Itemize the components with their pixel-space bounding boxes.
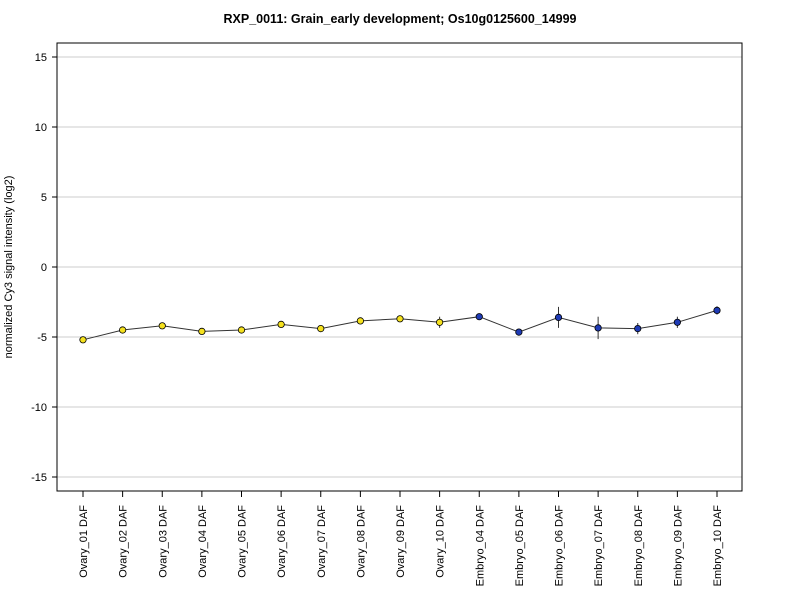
y-tick-label: -5	[37, 332, 47, 344]
x-tick-label: Ovary_05 DAF	[237, 505, 249, 578]
data-point	[119, 326, 127, 334]
x-tick-label: Ovary_02 DAF	[118, 505, 130, 578]
x-tick-label: Ovary_07 DAF	[316, 505, 328, 578]
x-tick-label: Embryo_04 DAF	[474, 505, 486, 587]
x-tick-label: Ovary_03 DAF	[157, 505, 169, 578]
data-point	[594, 324, 602, 332]
x-tick-label: Ovary_04 DAF	[197, 505, 209, 578]
data-point	[396, 315, 404, 323]
y-tick-label: -10	[31, 402, 47, 414]
x-tick-label: Ovary_09 DAF	[395, 505, 407, 578]
data-point	[436, 318, 444, 326]
x-tick-label: Embryo_09 DAF	[672, 505, 684, 587]
x-tick-label: Embryo_05 DAF	[514, 505, 526, 587]
data-point	[277, 320, 285, 328]
data-point	[237, 326, 246, 334]
series-polyline	[82, 309, 718, 341]
x-tick-label: Embryo_08 DAF	[633, 505, 645, 587]
data-point	[158, 322, 166, 330]
x-tick-label: Ovary_10 DAF	[435, 505, 447, 578]
x-tick-label: Ovary_06 DAF	[276, 505, 288, 578]
data-point	[673, 318, 681, 326]
y-axis: -15 -10 -5 0 5 10 15	[31, 52, 57, 484]
x-tick-label: Embryo_07 DAF	[593, 505, 605, 587]
data-point	[713, 306, 721, 314]
x-axis: Ovary_01 DAF Ovary_02 DAF Ovary_03 DAF Ovar…	[78, 491, 724, 586]
data-point	[475, 313, 483, 321]
data-point	[554, 313, 563, 321]
x-tick-label: Ovary_08 DAF	[355, 505, 367, 578]
y-tick-label: 0	[41, 262, 47, 274]
data-point	[356, 317, 364, 325]
y-tick-label: 10	[35, 122, 47, 134]
y-tick-label: -15	[31, 472, 47, 484]
data-point	[198, 327, 206, 335]
x-tick-label: Embryo_06 DAF	[554, 505, 566, 587]
x-tick-label: Embryo_10 DAF	[712, 505, 724, 587]
y-axis-label: normalized Cy3 signal intensity (log2)	[3, 176, 15, 359]
data-point	[317, 324, 325, 333]
data-point	[79, 336, 87, 344]
grid-lines	[57, 56, 742, 478]
data-points	[79, 306, 721, 344]
y-tick-label: 15	[35, 52, 47, 64]
y-tick-label: 5	[41, 192, 47, 204]
x-tick-label: Ovary_01 DAF	[78, 505, 90, 578]
data-point	[634, 324, 642, 333]
chart-title: RXP_0011: Grain_early development; Os10g…	[223, 12, 577, 26]
series-line	[82, 309, 718, 341]
data-point	[515, 328, 523, 336]
